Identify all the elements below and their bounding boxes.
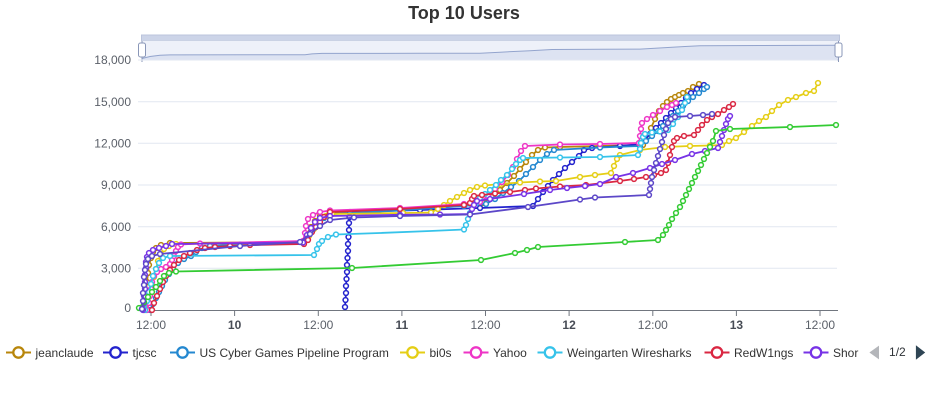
svg-text:12,000: 12,000: [94, 137, 131, 151]
svg-text:12: 12: [562, 318, 576, 332]
svg-text:11: 11: [396, 318, 409, 332]
svg-text:12:00: 12:00: [303, 318, 333, 332]
svg-text:12:00: 12:00: [136, 318, 166, 332]
svg-text:12:00: 12:00: [470, 318, 500, 332]
svg-text:10: 10: [228, 318, 242, 332]
svg-text:tjcsc: tjcsc: [133, 346, 157, 360]
svg-text:bi0s: bi0s: [430, 346, 452, 360]
svg-text:18,000: 18,000: [94, 53, 131, 67]
svg-text:RedW1ngs: RedW1ngs: [734, 346, 793, 360]
svg-text:Shor: Shor: [833, 346, 858, 360]
svg-text:1/2: 1/2: [889, 345, 906, 359]
svg-text:0: 0: [124, 301, 131, 315]
svg-text:12:00: 12:00: [805, 318, 835, 332]
svg-text:3,000: 3,000: [101, 262, 131, 276]
svg-text:12:00: 12:00: [638, 318, 668, 332]
svg-text:US Cyber Games Pipeline Progra: US Cyber Games Pipeline Program: [200, 346, 389, 360]
svg-text:jeanclaude: jeanclaude: [35, 346, 94, 360]
svg-text:Weingarten Wiresharks: Weingarten Wiresharks: [567, 346, 692, 360]
svg-text:13: 13: [730, 318, 744, 332]
svg-text:6,000: 6,000: [101, 220, 131, 234]
svg-text:Yahoo: Yahoo: [493, 346, 527, 360]
svg-text:15,000: 15,000: [94, 95, 131, 109]
svg-text:Top 10 Users: Top 10 Users: [408, 3, 520, 23]
svg-text:9,000: 9,000: [101, 178, 131, 192]
